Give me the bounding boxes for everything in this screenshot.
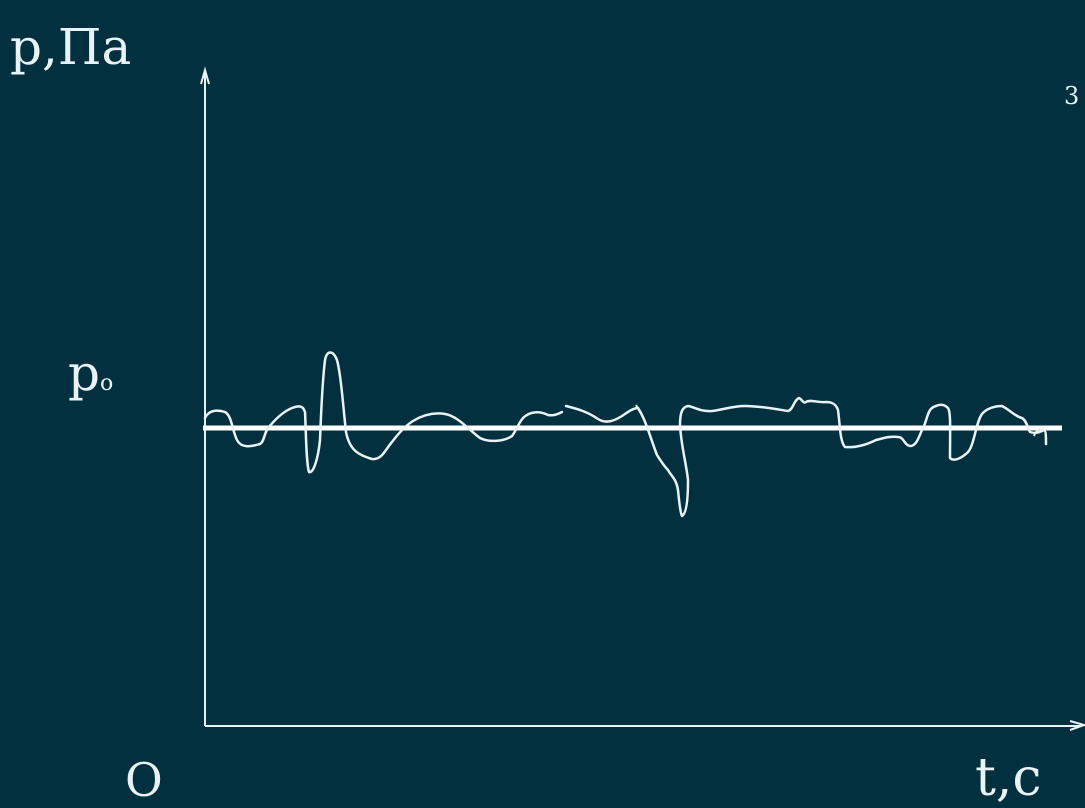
y-axis-arrow — [200, 66, 210, 85]
reference-level-subscript: o — [100, 371, 114, 396]
curve-stroke-accent — [635, 404, 641, 413]
y-axis-label: p,Па — [10, 18, 132, 76]
pressure-fluctuation-curve — [203, 351, 1048, 518]
origin-label: O — [125, 753, 163, 807]
curve-end-hook — [1033, 428, 1045, 437]
x-axis-label: t,c — [975, 748, 1042, 808]
x-axis-arrow — [1069, 720, 1085, 731]
reference-level-symbol: p — [68, 344, 101, 402]
reference-level-label: po — [68, 348, 113, 398]
corner-mark: 3 — [1064, 82, 1080, 110]
